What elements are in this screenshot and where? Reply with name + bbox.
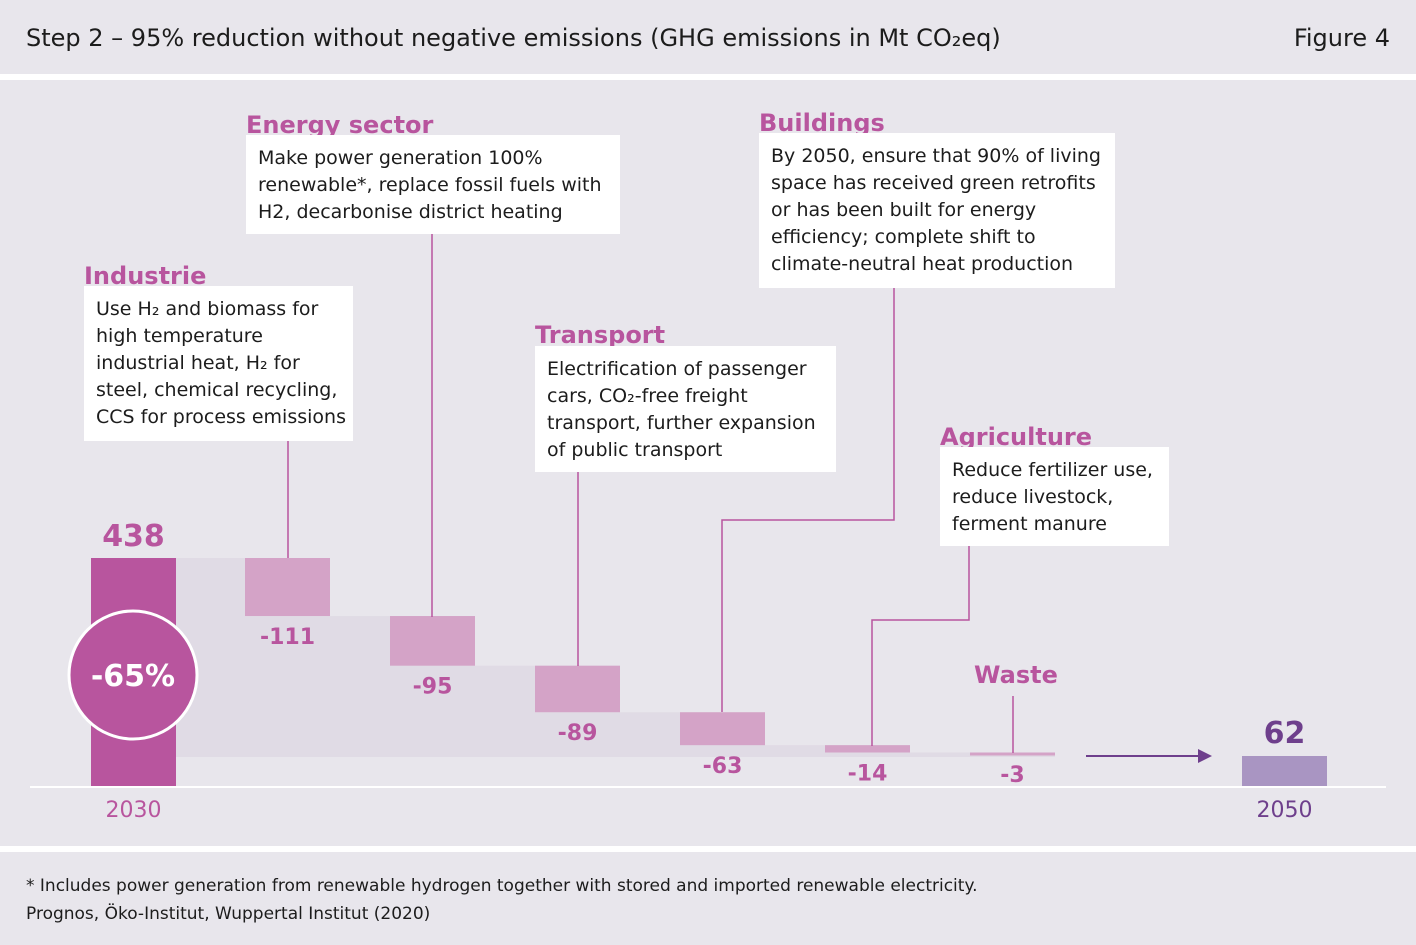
header: Step 2 – 95% reduction without negative … [0,0,1416,74]
transport-line: transport, further expansion [547,412,816,434]
value-label-2030: 438 [102,519,165,554]
industrie-title: Industrie [84,262,207,290]
energy-box: Make power generation 100% renewable*, r… [246,135,620,234]
x-label-2050: 2050 [1257,798,1313,823]
bar-step [535,665,620,713]
bar-step [245,558,330,617]
buildings-line: or has been built for energy [771,199,1037,221]
transport-line: of public transport [547,439,723,461]
source-note: Prognos, Öko-Institut, Wuppertal Institu… [26,904,431,924]
transport-line: cars, CO₂-free freight [547,385,748,407]
agriculture-line: ferment manure [952,513,1107,535]
bar-step [390,616,475,666]
agriculture-box: Reduce fertilizer use, reduce livestock,… [940,447,1169,546]
footer: * Includes power generation from renewab… [0,852,1416,945]
arrow-head [1198,749,1212,763]
buildings-box: By 2050, ensure that 90% of living space… [759,133,1115,288]
agriculture-line: reduce livestock, [952,486,1114,508]
energy-title: Energy sector [246,111,434,139]
industrie-line: high temperature [96,325,263,347]
value-label: -14 [848,761,888,786]
bar-step [970,752,1055,756]
value-label-2050: 62 [1264,716,1306,751]
value-label: -89 [558,721,598,746]
energy-line: H2, decarbonise district heating [258,201,563,223]
industrie-line: CCS for process emissions [96,406,346,428]
buildings-title: Buildings [759,109,885,137]
transport-title: Transport [535,321,666,349]
waste-title: Waste [974,661,1058,689]
buildings-line: efficiency; complete shift to [771,226,1036,248]
energy-line: renewable*, replace fossil fuels with [258,174,602,196]
industrie-line: industrial heat, H₂ for [96,352,300,374]
reduction-badge [67,609,199,741]
value-label: -3 [1000,763,1024,788]
transport-box: Electrification of passenger cars, CO₂-f… [535,346,836,472]
figure-number: Figure 4 [1293,24,1390,52]
industrie-box: Use H₂ and biomass for high temperature … [84,286,353,441]
leader-line [871,546,970,746]
buildings-line: climate-neutral heat production [771,253,1074,275]
buildings-line: By 2050, ensure that 90% of living [771,145,1101,167]
buildings-line: space has received green retrofits [771,172,1096,194]
chart-title: Step 2 – 95% reduction without negative … [26,24,1001,52]
value-label: -111 [260,625,315,650]
x-label-2030: 2030 [106,798,162,823]
footnote: * Includes power generation from renewab… [26,876,978,896]
industrie-line: Use H₂ and biomass for [96,298,319,320]
energy-line: Make power generation 100% [258,147,543,169]
leader-line [721,288,895,712]
value-label: -95 [413,675,453,700]
bar-2050 [1242,756,1327,787]
transport-line: Electrification of passenger [547,358,807,380]
reduction-badge-label: -65% [91,659,175,694]
agriculture-title: Agriculture [940,423,1093,451]
value-label: -63 [703,754,743,779]
bar-step [680,712,765,746]
bar-step [825,745,910,753]
industrie-line: steel, chemical recycling, [96,379,338,401]
agriculture-line: Reduce fertilizer use, [952,459,1153,481]
